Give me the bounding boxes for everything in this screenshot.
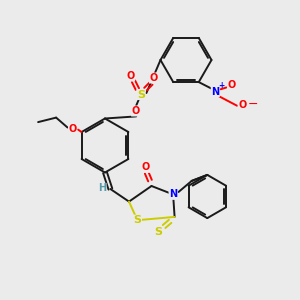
Text: N: N	[211, 87, 219, 97]
Text: S: S	[134, 215, 141, 225]
Text: O: O	[142, 162, 150, 172]
Text: O: O	[228, 80, 236, 90]
Text: +: +	[219, 81, 225, 90]
Text: S: S	[137, 89, 145, 100]
Text: N: N	[169, 189, 177, 200]
Text: O: O	[131, 106, 140, 116]
Text: O: O	[149, 73, 158, 83]
Text: S: S	[154, 227, 162, 237]
Text: O: O	[126, 71, 135, 81]
Text: O: O	[238, 100, 246, 110]
Text: O: O	[68, 124, 77, 134]
Text: H: H	[98, 183, 106, 194]
Text: −: −	[248, 98, 258, 111]
